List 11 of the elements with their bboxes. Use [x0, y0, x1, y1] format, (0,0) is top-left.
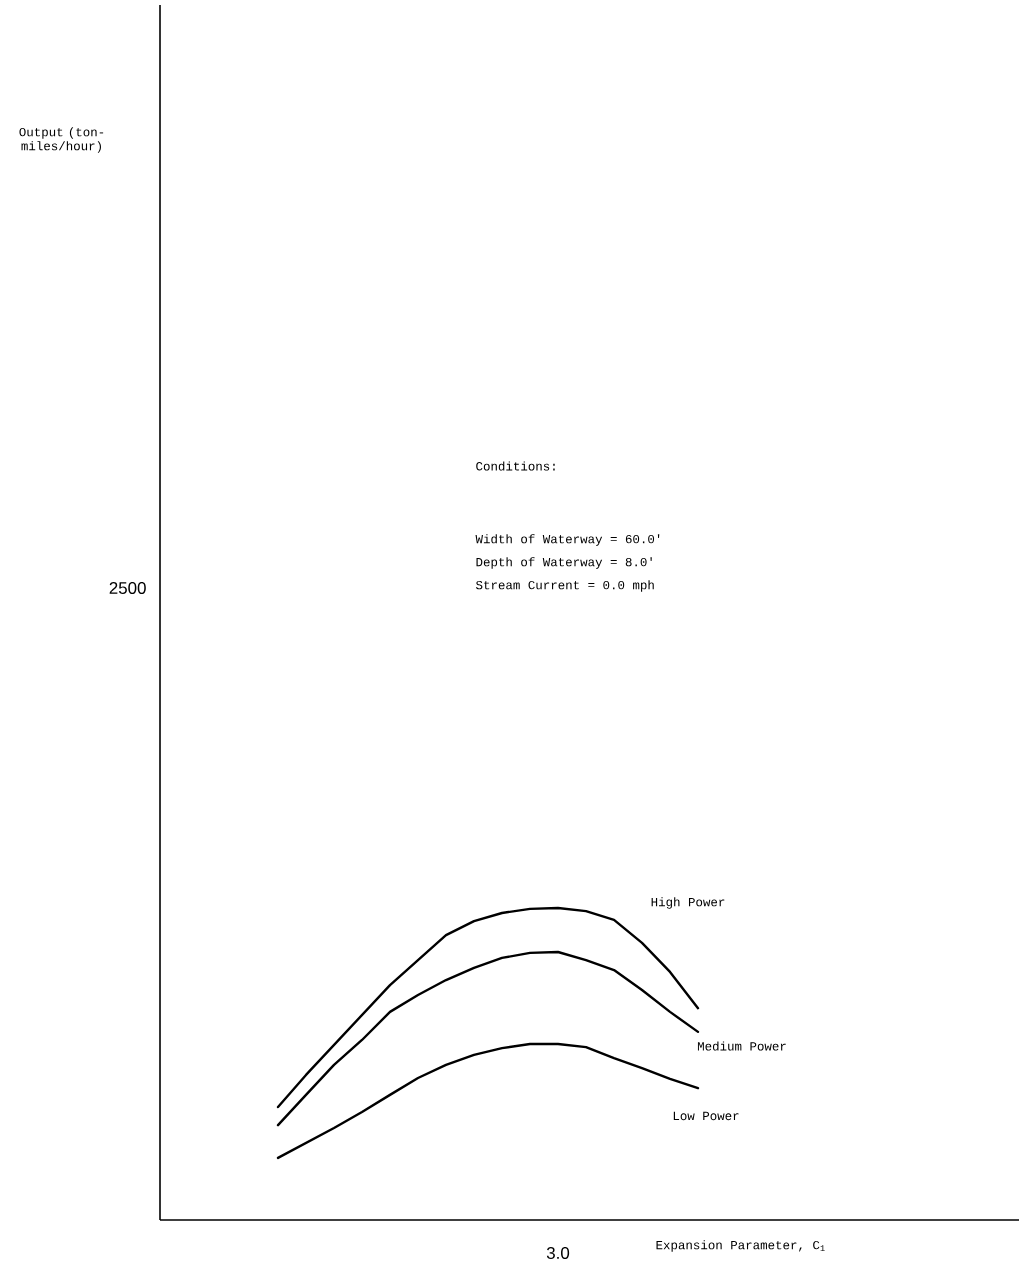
series-label: Medium Power: [697, 1041, 786, 1051]
text: Output (ton-miles/hour): [19, 127, 104, 153]
text: 2500: [109, 581, 146, 594]
text: Conditions:: [476, 461, 555, 471]
x-axis-title: Expansion Parameter, C$_{1}$: [656, 1240, 825, 1252]
text: Width of Waterway = 60.0': [475, 534, 660, 546]
text: Stream Current = 0.0 mph: [476, 580, 654, 592]
text: Low Power: [673, 1111, 739, 1121]
text: High Power: [651, 897, 725, 909]
text: Depth of Waterway = 8.0': [476, 557, 652, 569]
text: 3.0: [546, 1247, 570, 1259]
